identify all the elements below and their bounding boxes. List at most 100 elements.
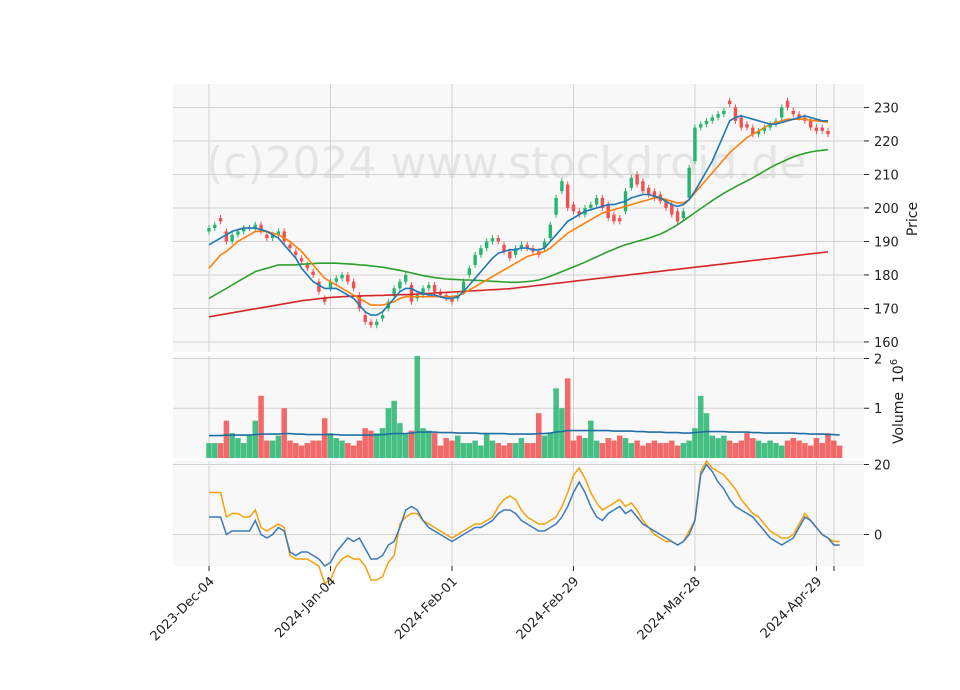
candle-body [484,241,489,249]
volume-bar [275,435,282,458]
price-y-tick-label: 180 [874,269,899,284]
volume-y-tick-label: 2 [874,352,882,367]
volume-bar [507,443,513,458]
volume-bar [715,438,721,458]
candle-body [629,177,634,188]
candle-body [733,107,738,121]
candle-body [571,204,576,212]
candle-body [554,197,558,215]
volume-bar [721,435,727,458]
volume-bar [437,445,444,458]
candle-body [542,241,547,249]
volume-bar [321,418,328,458]
candle-body [432,285,437,292]
volume-bar [235,438,241,458]
volume-bar [287,440,293,458]
volume-bar [553,388,559,458]
volume-bar [738,440,744,458]
volume-average-line [209,429,840,437]
volume-bar [293,443,299,458]
volume-bar [304,443,311,458]
volume-bar [535,413,542,458]
volume-bar [802,443,808,458]
candle-body [398,281,402,289]
candle-body [334,278,338,282]
volume-bar [350,445,357,458]
candle-body [612,214,616,222]
candle-body [259,224,263,232]
volume-bar [697,395,704,458]
candle-body [213,224,217,229]
volume-bar [831,440,837,458]
candle-body [791,110,795,115]
candle-body [282,231,286,242]
volume-unit-label: 106 [889,359,907,383]
volume-bar [651,440,658,458]
volume-bar [790,438,797,458]
volume-bar [530,443,536,458]
volume-bar [472,440,478,458]
candle-body [565,184,570,208]
candle-body [230,234,234,242]
ma-mid-line [208,118,829,306]
indicator-lines [208,114,840,585]
volume-bar [252,420,259,458]
volume-bar [206,443,212,458]
volume-bar [825,433,831,458]
price-y-tick-label: 220 [874,135,899,150]
volume-bar [663,443,669,458]
volume-bar [813,438,820,458]
volume-bar [559,408,565,458]
oscillator-fast-line [209,463,840,567]
candle-body [589,204,593,208]
candle-body [288,244,292,249]
candle-body [450,298,454,302]
candle-body [218,218,223,222]
candle-body [751,127,755,135]
candle-body [646,187,651,195]
volume-bar [767,440,773,458]
volume-bar [489,440,496,458]
candle-body [502,244,506,252]
candle-body [299,258,304,262]
ma-short-line [208,114,828,316]
candle-body [739,117,743,128]
candle-body [780,107,784,118]
candle-body [594,197,599,205]
volume-bar [431,433,438,458]
volume-bars [206,356,843,458]
volume-bar [588,420,594,458]
candle-body [496,238,500,242]
candle-body [328,281,333,289]
volume-bar [374,433,380,458]
candle-body [265,234,269,239]
volume-bar [385,408,392,458]
volume-bar [726,440,733,458]
volume-bar [674,445,681,458]
candle-body [490,238,495,242]
candle-body [699,124,703,128]
volume-bar [449,440,455,458]
volume-bar [836,445,843,458]
price-y-tick-label: 190 [874,235,899,250]
volume-bar [420,428,426,458]
candle-body [375,321,379,326]
candle-body [392,288,396,296]
oscillator-panel-background [173,461,864,566]
volume-bar [755,440,762,458]
candle-body [560,181,564,192]
volume-bar [640,445,646,458]
candle-body [635,174,639,185]
volume-bar [732,443,739,458]
candle-body [670,204,674,215]
volume-bar [657,443,663,458]
volume-bar [564,378,571,458]
volume-bar [570,440,577,458]
candle-body [762,127,767,131]
volume-bar [229,433,235,458]
candle-body [473,254,477,265]
candle-body [236,231,240,235]
oscillator-slow-line [209,459,840,585]
candle-body [409,285,414,302]
volume-bar [576,435,582,458]
